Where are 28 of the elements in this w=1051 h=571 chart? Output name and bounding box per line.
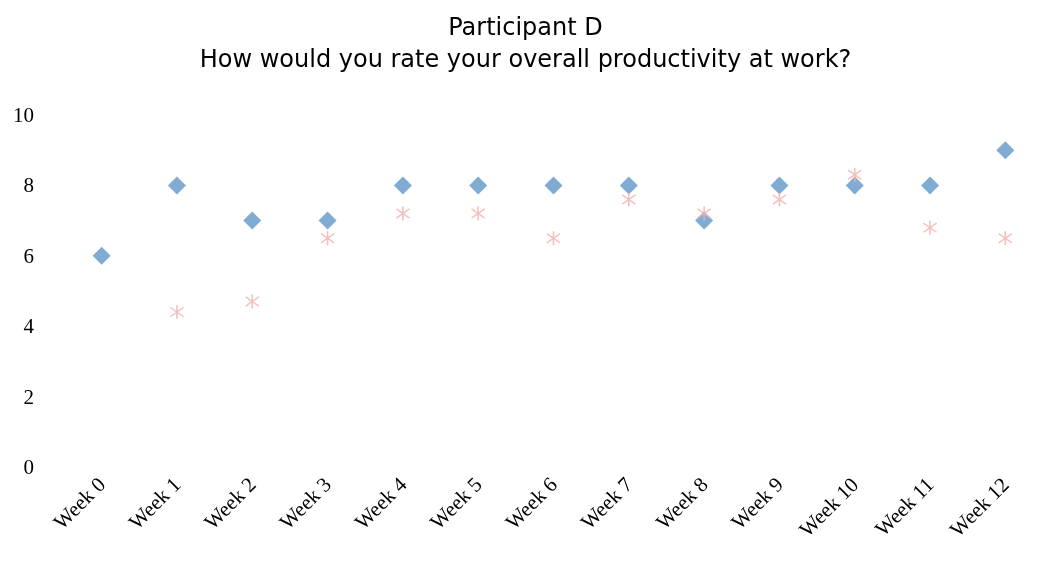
point: [169, 305, 184, 320]
y-tick-label: 10: [13, 103, 34, 127]
y-tick-label: 4: [23, 314, 35, 339]
point: [847, 167, 862, 182]
y-tick-label: 2: [23, 384, 34, 409]
point: [544, 176, 563, 195]
y-tick-label: 0: [23, 455, 34, 479]
y-tick-label: 8: [23, 173, 34, 198]
point: [621, 192, 636, 207]
point: [318, 211, 337, 230]
point: [92, 246, 111, 265]
point: [167, 176, 186, 195]
point: [923, 220, 938, 235]
point: [469, 176, 488, 195]
chart-title: Participant D: [448, 13, 603, 41]
point: [921, 176, 940, 195]
point: [770, 176, 789, 195]
point: [243, 211, 262, 230]
point: [845, 176, 864, 195]
chart-subtitle: How would you rate your overall productivity at work?: [199, 45, 852, 73]
point: [619, 176, 638, 195]
point: [245, 294, 260, 309]
point: [996, 141, 1015, 160]
point: [393, 176, 412, 195]
point: [471, 206, 486, 221]
point: [395, 206, 410, 221]
y-tick-label: 6: [23, 243, 34, 268]
point: [697, 206, 712, 221]
